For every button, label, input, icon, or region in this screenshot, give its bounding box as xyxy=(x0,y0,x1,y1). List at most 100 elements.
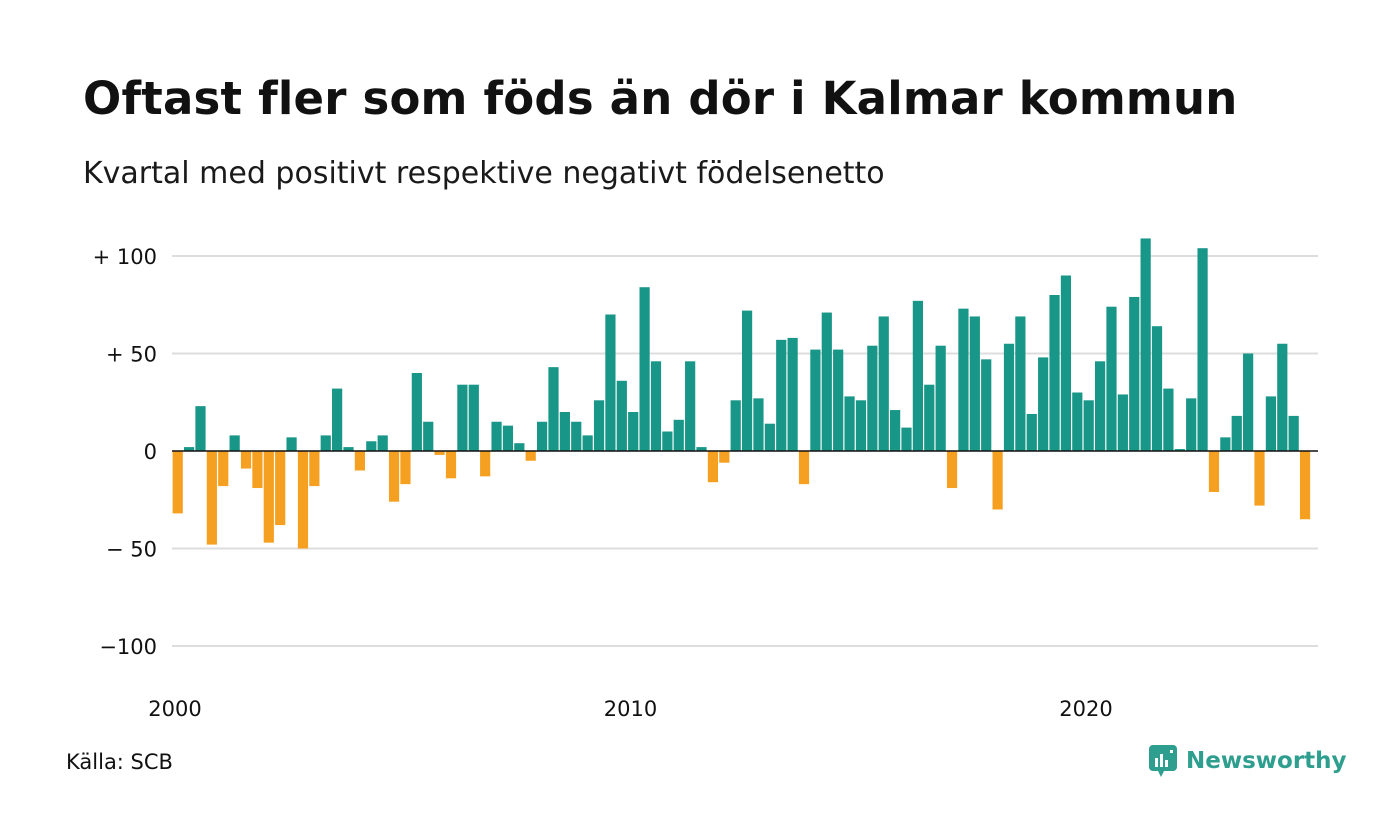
bar xyxy=(457,384,468,451)
bar xyxy=(537,421,548,451)
x-tick-label: 2020 xyxy=(1059,697,1112,721)
bar xyxy=(582,435,593,451)
bar xyxy=(855,400,867,451)
bar xyxy=(195,406,206,451)
bar xyxy=(423,421,434,451)
bar xyxy=(616,380,627,451)
bar xyxy=(400,451,411,485)
source-label: Källa: SCB xyxy=(66,750,173,774)
bar xyxy=(628,412,639,451)
bar xyxy=(810,349,821,451)
bar xyxy=(206,451,217,545)
bar xyxy=(1129,296,1140,451)
bar xyxy=(673,419,684,451)
bar xyxy=(753,398,764,451)
bar xyxy=(218,451,229,487)
bar xyxy=(286,437,297,451)
bar xyxy=(1015,316,1026,451)
bar xyxy=(1060,275,1072,451)
bar xyxy=(502,425,514,451)
bar xyxy=(229,435,240,451)
bar xyxy=(388,451,400,502)
bar xyxy=(1026,413,1037,451)
newsworthy-logo-icon xyxy=(1149,745,1177,777)
bar xyxy=(741,310,753,451)
bar xyxy=(1083,400,1094,451)
bar xyxy=(571,421,582,451)
bar xyxy=(821,312,832,451)
bar xyxy=(696,447,707,451)
bar xyxy=(1265,396,1276,451)
axes: + 100 + 50 0 − 50 −100 2000 2010 2020 xyxy=(93,245,1318,721)
bar xyxy=(514,443,525,451)
bar xyxy=(172,451,183,514)
bar xyxy=(593,400,605,451)
bar xyxy=(1174,449,1185,451)
bar xyxy=(377,435,388,451)
bar xyxy=(445,451,457,479)
bar xyxy=(354,451,365,471)
bar xyxy=(946,451,958,489)
bar xyxy=(833,349,844,451)
bar xyxy=(1072,392,1083,451)
bar xyxy=(969,316,980,451)
bar xyxy=(958,308,969,451)
bar xyxy=(1094,361,1106,451)
bar xyxy=(411,373,422,451)
bar xyxy=(480,451,491,477)
bar xyxy=(890,410,901,451)
bar xyxy=(935,345,946,451)
x-tick-label: 2010 xyxy=(604,697,657,721)
bar xyxy=(776,339,787,451)
bar xyxy=(1140,238,1151,451)
bar xyxy=(1208,451,1220,492)
y-tick-label: − 50 xyxy=(106,538,157,562)
bar xyxy=(1163,388,1174,451)
bar xyxy=(525,451,536,461)
bar xyxy=(719,451,730,463)
bar xyxy=(1038,357,1049,451)
bar xyxy=(764,423,775,451)
bar xyxy=(320,435,331,451)
bar xyxy=(1277,343,1288,451)
grid-lines xyxy=(172,255,1318,647)
bar xyxy=(252,451,263,489)
bar xyxy=(1049,295,1060,451)
bar xyxy=(559,412,570,451)
bar xyxy=(343,447,354,451)
bar xyxy=(1106,306,1117,451)
bar xyxy=(1254,451,1265,506)
bar xyxy=(1186,398,1197,451)
bar xyxy=(844,396,855,451)
bar xyxy=(901,427,912,451)
chart-title: Oftast fler som föds än dör i Kalmar kom… xyxy=(83,72,1238,125)
y-tick-label: + 100 xyxy=(93,245,157,269)
bar xyxy=(1231,415,1242,451)
bar xyxy=(912,300,923,451)
bar xyxy=(650,361,662,451)
bar xyxy=(685,361,696,451)
bar xyxy=(240,451,252,469)
y-tick-label: −100 xyxy=(99,635,157,659)
bar xyxy=(332,388,343,451)
bar xyxy=(730,400,741,451)
bar xyxy=(878,316,889,451)
bar xyxy=(1117,394,1128,451)
y-tick-label: + 50 xyxy=(106,343,157,367)
bar xyxy=(468,384,479,451)
bar xyxy=(662,431,673,451)
bar xyxy=(924,384,935,451)
bar xyxy=(434,451,445,455)
bar xyxy=(491,421,502,451)
y-tick-label: 0 xyxy=(144,440,157,464)
bar xyxy=(1299,451,1311,520)
bar xyxy=(1151,326,1163,451)
bar xyxy=(1197,248,1208,451)
chart-subtitle: Kvartal med positivt respektive negativt… xyxy=(83,156,885,191)
brand-logo: Newsworthy xyxy=(1148,744,1347,778)
bar xyxy=(605,314,616,451)
bar xyxy=(309,451,320,487)
bar xyxy=(548,367,559,451)
bar xyxy=(707,451,719,483)
bar xyxy=(183,447,195,451)
